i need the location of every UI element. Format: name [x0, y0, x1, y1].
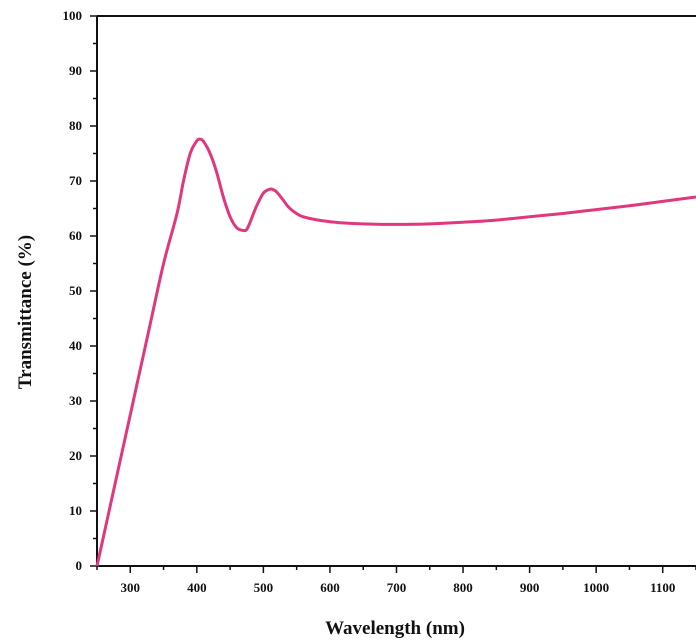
y-tick-label: 10 [69, 503, 82, 518]
x-tick-label: 500 [254, 580, 274, 595]
y-tick-label: 80 [69, 118, 82, 133]
y-tick-label: 0 [76, 558, 83, 573]
y-tick-label: 90 [69, 63, 82, 78]
x-axis-ticks: 300 400 500 600 700 800 900 1000 1100 [96, 566, 696, 595]
x-tick-label: 700 [387, 580, 407, 595]
x-tick-label: 900 [520, 580, 540, 595]
y-tick-label: 50 [69, 283, 82, 298]
x-axis-title: Wavelength (nm) [325, 618, 465, 639]
y-tick-label: 100 [63, 8, 83, 23]
y-tick-label: 70 [69, 173, 82, 188]
x-tick-label: 1100 [650, 580, 675, 595]
y-tick-label: 40 [69, 338, 82, 353]
x-tick-label: 1000 [583, 580, 609, 595]
plot-frame [96, 15, 696, 567]
transmittance-series-line [95, 137, 696, 567]
y-axis-ticks: 0 10 20 30 40 50 60 70 80 90 100 [63, 8, 97, 573]
x-tick-label: 600 [320, 580, 340, 595]
series-layer [95, 137, 696, 567]
x-tick-label: 800 [453, 580, 473, 595]
y-tick-label: 60 [69, 228, 82, 243]
x-tick-label: 400 [187, 580, 207, 595]
y-axis-title: Transmittance (%) [15, 235, 36, 389]
y-tick-label: 30 [69, 393, 82, 408]
x-tick-label: 300 [121, 580, 141, 595]
y-tick-label: 20 [69, 448, 82, 463]
